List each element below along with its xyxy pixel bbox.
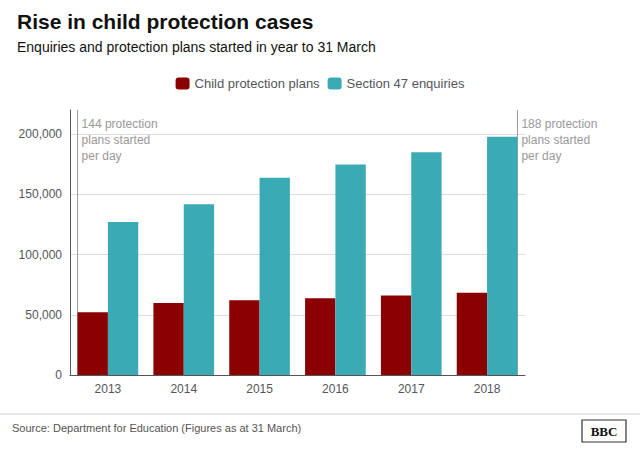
svg-text:plans started: plans started xyxy=(521,133,590,147)
svg-text:per day: per day xyxy=(521,149,561,163)
svg-text:188 protection: 188 protection xyxy=(521,117,597,131)
svg-text:150,000: 150,000 xyxy=(19,187,63,201)
svg-text:Enquiries and protection plans: Enquiries and protection plans started i… xyxy=(17,39,376,55)
svg-text:100,000: 100,000 xyxy=(19,248,63,262)
svg-text:per day: per day xyxy=(82,149,122,163)
svg-text:Section 47 enquiries: Section 47 enquiries xyxy=(347,76,465,91)
svg-text:2017: 2017 xyxy=(398,382,425,396)
svg-text:2016: 2016 xyxy=(322,382,349,396)
svg-text:Source: Department for Educati: Source: Department for Education (Figure… xyxy=(12,422,301,434)
svg-text:Child protection plans: Child protection plans xyxy=(195,76,321,91)
svg-text:plans started: plans started xyxy=(82,133,151,147)
svg-text:2014: 2014 xyxy=(170,382,197,396)
svg-text:2013: 2013 xyxy=(95,382,122,396)
svg-text:200,000: 200,000 xyxy=(19,127,63,141)
svg-text:Rise in child protection cases: Rise in child protection cases xyxy=(17,10,313,33)
svg-text:144 protection: 144 protection xyxy=(82,117,158,131)
svg-text:BBC: BBC xyxy=(591,424,618,439)
svg-text:2015: 2015 xyxy=(246,382,273,396)
svg-text:2018: 2018 xyxy=(474,382,501,396)
svg-text:0: 0 xyxy=(55,368,62,382)
svg-text:50,000: 50,000 xyxy=(25,308,62,322)
